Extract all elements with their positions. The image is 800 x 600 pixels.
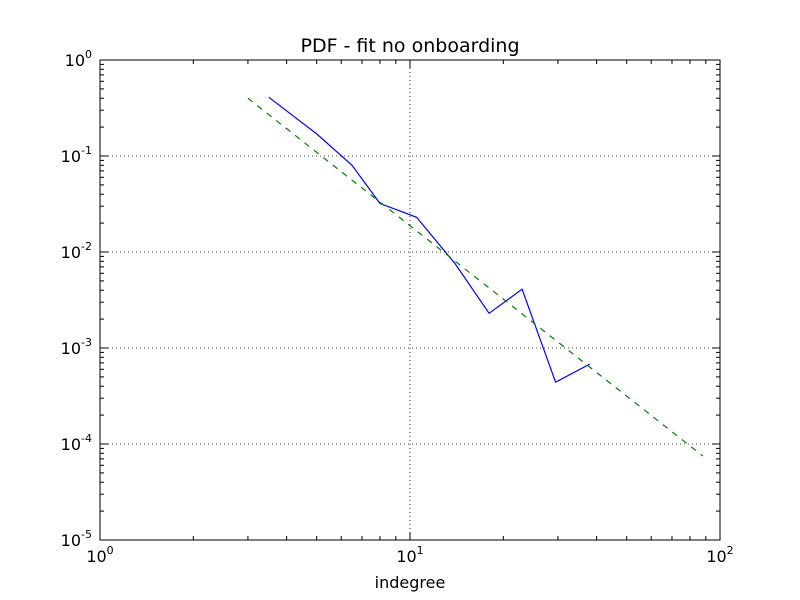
x-tick-label: 100	[86, 544, 113, 566]
fit-line	[247, 97, 704, 457]
y-tick-label: 10-5	[61, 528, 92, 550]
pdf-line	[268, 96, 590, 384]
y-tick-label: 10-3	[61, 336, 92, 358]
plot-series	[247, 96, 704, 457]
x-tick-label: 101	[396, 544, 423, 566]
x-axis-label: indegree	[375, 573, 446, 592]
y-tick-label: 100	[65, 48, 92, 70]
y-tick-label: 10-4	[61, 432, 92, 454]
y-tick-label: 10-2	[61, 240, 92, 262]
y-tick-label: 10-1	[61, 144, 92, 166]
grid	[100, 60, 720, 540]
chart-title: PDF - fit no onboarding	[300, 35, 519, 57]
x-tick-label: 102	[706, 544, 733, 566]
axis-ticks: 100 101 102 100 10-1 10-2 10-3 10-4 10-5	[61, 48, 734, 566]
